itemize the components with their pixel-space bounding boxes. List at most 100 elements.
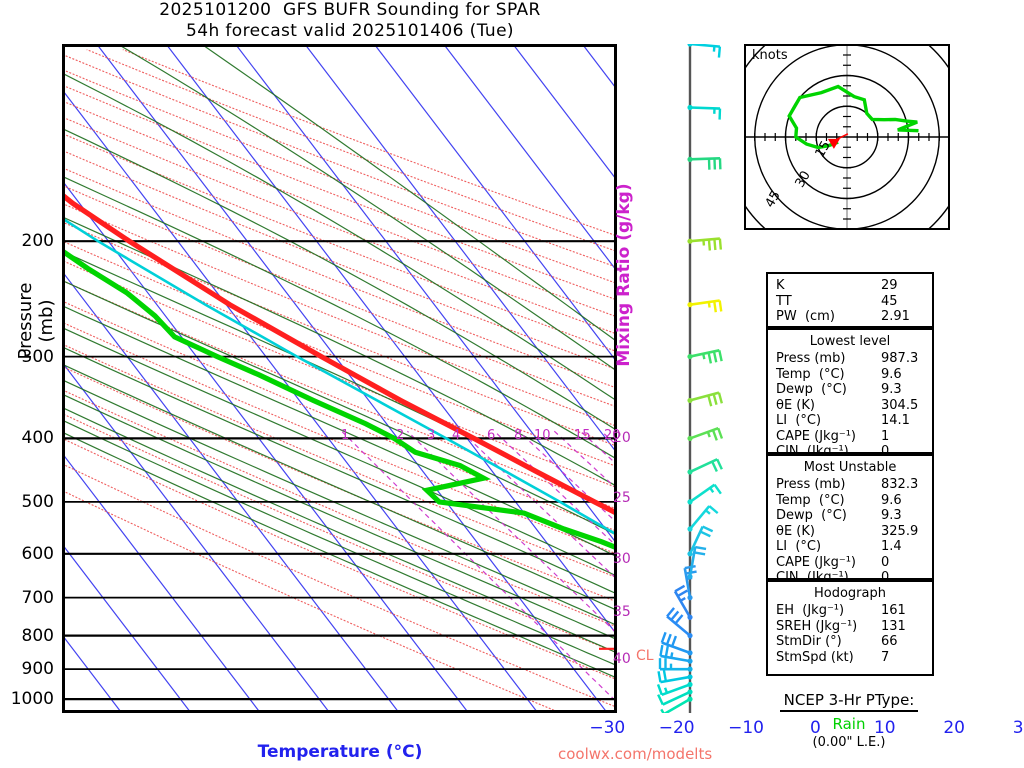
row-value: 0: [881, 570, 890, 585]
row-value: 987.3: [881, 351, 919, 366]
row-value: 1.4: [881, 539, 902, 554]
row-key: Press (mb): [776, 351, 846, 366]
row-value: 2.91: [881, 309, 910, 324]
most-unstable-table: Most Unstable Press (mb) 832.3 Temp (°C) 9.6…: [766, 454, 934, 585]
row-key: Temp (°C): [776, 492, 845, 508]
table-row: TT 45: [768, 294, 932, 310]
mixing-ratio-label-15: 15: [574, 428, 591, 443]
row-key: Press (mb): [776, 477, 846, 492]
wind-barb: [659, 644, 693, 664]
wind-barb: [660, 631, 693, 656]
row-key: SREH (Jkg⁻¹): [776, 618, 858, 634]
mixing-ratio-label-3: 3: [427, 428, 436, 443]
table-row: θE (K) 325.9: [768, 524, 932, 540]
row-key: PW (cm): [776, 309, 835, 324]
row-value: 9.3: [881, 382, 902, 397]
hodograph-plot: [746, 46, 948, 228]
temperature-tick-20: 20: [943, 718, 965, 738]
pressure-tick-800: 800: [21, 625, 54, 646]
row-value: 304.5: [881, 397, 919, 413]
wind-barb: [657, 689, 693, 706]
table-row: Temp (°C) 9.6: [768, 367, 932, 383]
table-row: Dewp (°C) 9.3: [768, 382, 932, 398]
lowest-level-table: Lowest level Press (mb) 987.3 Temp (°C) 9.6 D…: [766, 328, 934, 459]
row-value: 0: [881, 444, 890, 459]
hodograph-units-label: knots: [752, 48, 788, 63]
mixing-ratio-label-20: 20: [604, 428, 621, 443]
row-key: θE (K): [776, 397, 815, 413]
pressure-tick-1000: 1000: [10, 689, 54, 710]
row-key: CAPE (Jkg⁻¹): [776, 428, 856, 444]
page-subtitle: 54h forecast valid 2025101406 (Tue): [186, 21, 514, 41]
wind-barb: [687, 299, 723, 313]
mixing-ratio-right-label-40: 40: [613, 651, 631, 667]
temperature-tick--10: −10: [728, 718, 764, 738]
wind-barb: [687, 545, 707, 580]
table-row: LI (°C) 1.4: [768, 539, 932, 555]
wind-barb: [658, 658, 693, 672]
wind-barb: [687, 525, 714, 557]
wind-barb: [666, 607, 693, 639]
ptype-value: Rain: [832, 715, 866, 733]
wind-barb: [656, 681, 693, 697]
mixing-ratio-label-8: 8: [514, 428, 523, 443]
wind-barb: [687, 156, 722, 170]
table-row: StmSpd (kt) 7: [768, 650, 932, 666]
wind-barb: [687, 483, 722, 505]
wind-barb: [673, 584, 693, 620]
page-title: 2025101200 GFS BUFR Sounding for SPAR: [159, 0, 541, 20]
wind-barb: [687, 505, 719, 532]
row-key: Dewp (°C): [776, 382, 847, 397]
mixing-ratio-label-2: 2: [396, 428, 405, 443]
table-heading: Hodograph: [814, 586, 886, 601]
temperature-axis-title: Temperature (°C): [257, 742, 423, 762]
table-row: K 29: [768, 278, 932, 294]
mixing-ratio-label-1: 1: [341, 428, 350, 443]
chart-title-block: 2025101200 GFS BUFR Sounding for SPAR 54…: [0, 0, 700, 42]
pressure-tick-900: 900: [21, 659, 54, 680]
row-key: Dewp (°C): [776, 508, 847, 523]
wind-barb: [687, 44, 722, 58]
temperature-tick--30: −30: [589, 718, 626, 738]
temperature-tick-10: 10: [873, 718, 896, 738]
row-key: TT: [776, 293, 792, 309]
hodograph-stats-table: Hodograph EH (Jkg⁻¹) 161 SREH (Jkg⁻¹) 131 Stm…: [766, 580, 934, 676]
ptype-amount: (0.00" L.E.): [812, 735, 886, 750]
wind-barb-column: [656, 44, 724, 713]
wind-barb: [687, 391, 723, 407]
row-key: StmDir (°): [776, 634, 842, 649]
row-value: 161: [881, 603, 906, 618]
row-value: 66: [881, 634, 898, 649]
storm-motion-marker: [827, 138, 840, 149]
row-value: 29: [881, 278, 898, 293]
wind-barb: [687, 237, 723, 251]
mixing-ratio-axis-title: Mixing Ratio (g/kg): [614, 183, 634, 367]
row-key: CAPE (Jkg⁻¹): [776, 554, 856, 570]
row-value: 832.3: [881, 477, 919, 492]
row-key: StmSpd (kt): [776, 649, 854, 665]
mixing-ratio-right-label-35: 35: [613, 604, 631, 620]
row-value: 131: [881, 618, 906, 634]
table-row: Press (mb) 832.3: [768, 477, 932, 493]
row-value: 9.6: [881, 492, 902, 508]
table-row: StmDir (°) 66: [768, 634, 932, 650]
table-row: Temp (°C) 9.6: [768, 493, 932, 509]
wind-barb: [687, 349, 723, 364]
table-row: SREH (Jkg⁻¹) 131: [768, 619, 932, 635]
temperature-tick-0: 0: [809, 718, 821, 738]
pressure-tick-300: 300: [21, 346, 54, 367]
row-value: 9.3: [881, 508, 902, 523]
mixing-ratio-right-label-20: 20: [613, 430, 631, 446]
watermark: coolwx.com/modelts: [558, 745, 713, 763]
ptype-title: NCEP 3-Hr PType:: [779, 691, 919, 712]
row-value: 1: [881, 428, 890, 444]
mixing-ratio-label-4: 4: [452, 428, 461, 443]
row-value: 7: [881, 649, 890, 665]
table-row: Dewp (°C) 9.3: [768, 508, 932, 524]
mixing-ratio-label-6: 6: [487, 428, 496, 443]
mixing-ratio-right-label-30: 30: [613, 551, 631, 567]
table-row: Press (mb) 987.3: [768, 351, 932, 367]
row-key: θE (K): [776, 523, 815, 539]
row-value: 0: [881, 554, 890, 570]
pressure-axis-title: Pressure (mb): [15, 282, 57, 360]
